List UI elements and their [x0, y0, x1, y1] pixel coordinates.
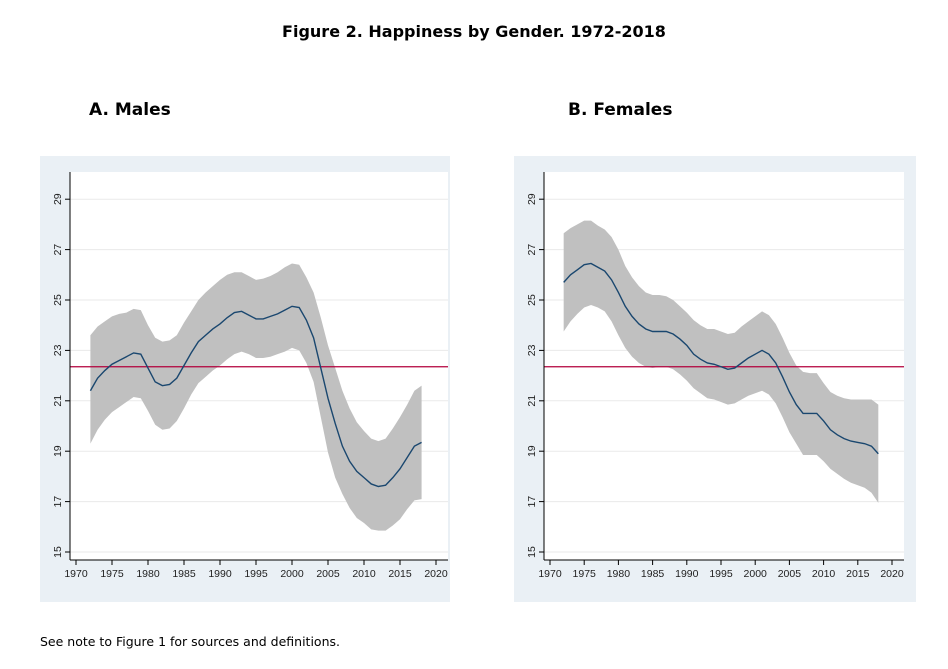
y-tick-label: 21: [52, 395, 64, 407]
figure-title: Figure 2. Happiness by Gender. 1972-2018: [282, 22, 666, 41]
x-tick-label: 2010: [352, 568, 376, 580]
x-tick-label: 1990: [208, 568, 232, 580]
chart-females: 15 17 19 21 23 25 27 29 1970 1975 1980 1985 1990 1995…: [526, 172, 904, 580]
confidence-band: [90, 263, 422, 531]
series-line: [89, 305, 422, 488]
y-tick-label: 27: [52, 244, 64, 256]
y-tick-label: 25: [526, 294, 538, 306]
y-tick-label: 25: [52, 294, 64, 306]
y-tick-label: 21: [526, 395, 538, 407]
panel-title-females: B. Females: [568, 100, 673, 120]
x-tick-label: 1970: [538, 568, 562, 580]
figure-note: See note to Figure 1 for sources and def…: [40, 634, 340, 649]
y-tick-label: 23: [52, 344, 64, 356]
confidence-band: [563, 220, 879, 503]
x-tick-label: 2015: [846, 568, 870, 580]
x-tick-label: 1990: [675, 568, 699, 580]
x-tick-label: 2005: [778, 568, 802, 580]
x-tick-label: 1980: [136, 568, 160, 580]
x-tick-label: 2020: [424, 568, 448, 580]
y-tick-label: 29: [52, 193, 64, 205]
x-tick-label: 1985: [641, 568, 665, 580]
x-tick-label: 1995: [244, 568, 268, 580]
x-tick-label: 1985: [172, 568, 196, 580]
x-tick-label: 1975: [100, 568, 124, 580]
x-tick-label: 1995: [709, 568, 733, 580]
chart-panel-females: 15 17 19 21 23 25 27 29 1970 1975 1980 1985 1990 1995…: [514, 156, 916, 602]
y-tick-label: 23: [526, 344, 538, 356]
y-tick-label: 17: [52, 496, 64, 508]
y-tick-label: 15: [526, 546, 538, 558]
y-tick-label: 15: [52, 546, 64, 558]
y-tick-label: 19: [526, 445, 538, 457]
x-tick-label: 2000: [744, 568, 768, 580]
series-line: [563, 262, 879, 455]
y-tick-label: 17: [526, 496, 538, 508]
x-tick-label: 1980: [607, 568, 631, 580]
x-tick-label: 2005: [316, 568, 340, 580]
x-tick-label: 2010: [812, 568, 836, 580]
y-tick-label: 27: [526, 244, 538, 256]
x-tick-label: 1975: [573, 568, 597, 580]
x-tick-label: 1970: [64, 568, 88, 580]
chart-panel-males: 15 17 19 21 23 25 27 29 1970 1975 1980 1985 1990 1995…: [40, 156, 450, 602]
y-tick-label: 19: [52, 445, 64, 457]
y-tick-label: 29: [526, 193, 538, 205]
x-tick-label: 2000: [280, 568, 304, 580]
panel-title-males: A. Males: [89, 100, 171, 120]
chart-males: 15 17 19 21 23 25 27 29 1970 1975 1980 1985 1990 1995…: [52, 172, 448, 580]
x-tick-label: 2015: [388, 568, 412, 580]
x-tick-label: 2020: [880, 568, 904, 580]
